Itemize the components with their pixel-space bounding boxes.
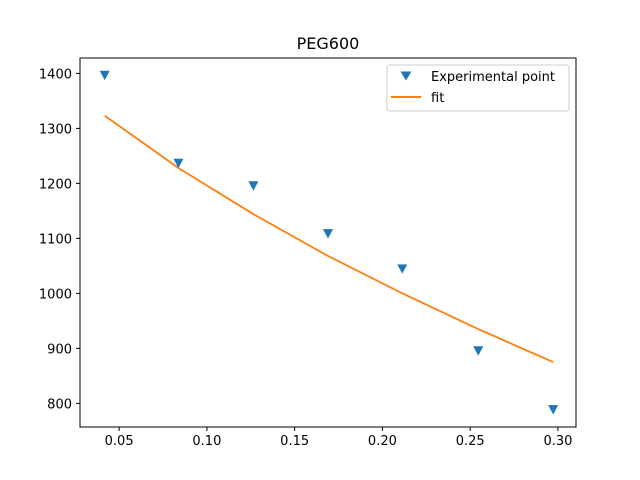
x-tick-label: 0.25 <box>456 434 485 449</box>
y-tick-label: 900 <box>47 342 72 357</box>
y-tick-label: 1200 <box>39 177 72 192</box>
data-point <box>173 158 184 169</box>
data-point <box>397 264 408 274</box>
chart-title: PEG600 <box>297 34 360 53</box>
experimental-series <box>99 70 559 415</box>
y-axis: 800 900 1000 1100 1200 1300 1400 <box>39 67 80 412</box>
y-tick-label: 800 <box>47 397 72 412</box>
legend-marker-experimental <box>400 71 412 81</box>
legend-label-fit: fit <box>431 91 444 106</box>
data-point <box>548 405 559 415</box>
data-point <box>99 70 110 81</box>
data-point <box>473 346 484 356</box>
x-axis: 0.05 0.10 0.15 0.20 0.25 0.30 <box>105 427 572 449</box>
plot-area <box>80 58 576 427</box>
x-tick-label: 0.30 <box>543 434 572 449</box>
y-tick-label: 1400 <box>39 67 72 82</box>
y-tick-label: 1100 <box>39 232 72 247</box>
y-tick-label: 1300 <box>39 122 72 137</box>
legend-box <box>386 64 570 112</box>
legend-label-experimental: Experimental point <box>431 70 555 85</box>
x-tick-label: 0.05 <box>105 434 134 449</box>
data-point <box>248 181 259 191</box>
legend: Experimental point fit <box>386 64 570 112</box>
y-tick-label: 1000 <box>39 287 72 302</box>
data-point <box>323 229 333 239</box>
x-tick-label: 0.20 <box>368 434 397 449</box>
x-tick-label: 0.10 <box>192 434 221 449</box>
plot-frame <box>79 57 577 428</box>
x-tick-label: 0.15 <box>280 434 309 449</box>
